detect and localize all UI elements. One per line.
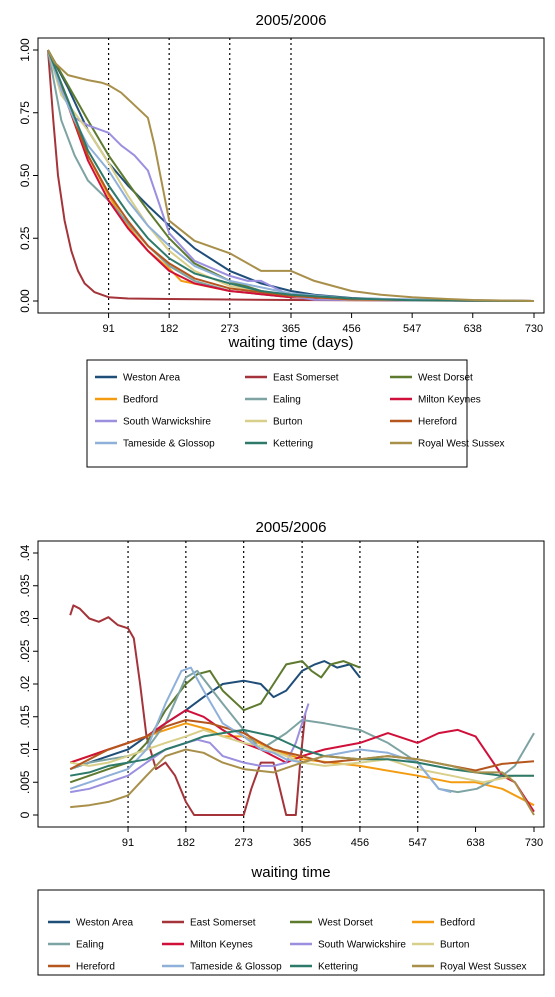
legend-label: West Dorset: [318, 918, 373, 929]
y-tick-label: 0.75: [18, 101, 32, 125]
legend-label: Burton: [440, 940, 469, 951]
y-tick-label: 0.25: [18, 226, 32, 250]
density-chart: 2005/2006 0 .005 .01 .015 .02 .025 .03 .035 .04 91…: [18, 519, 545, 976]
x-tick-label: 365: [293, 837, 311, 849]
y-tick-label: .01: [18, 741, 32, 758]
legend-label: Milton Keynes: [418, 395, 481, 406]
survival-chart: 2005/2006 0.00 0.25 0.50 0.75 1.00 91 182 273 365…: [18, 12, 545, 468]
chart-title: 2005/2006: [256, 519, 327, 536]
x-tick-label: 365: [282, 323, 300, 335]
series-line: [47, 49, 535, 302]
legend-label: Bedford: [440, 918, 475, 929]
x-tick-label: 273: [234, 837, 252, 849]
legend-label: Ealing: [76, 940, 104, 951]
legend-label: Burton: [273, 417, 302, 428]
series-line: [69, 660, 361, 771]
y-tick-label: 0: [18, 811, 32, 818]
x-tick-label: 273: [221, 323, 239, 335]
series-line: [47, 49, 535, 302]
legend-label: East Somerset: [273, 373, 339, 384]
x-tick-label: 547: [409, 837, 427, 849]
series-line: [47, 49, 535, 302]
legend-label: West Dorset: [418, 373, 473, 384]
y-tick-label: .04: [18, 544, 32, 561]
x-axis-label: waiting time (days): [227, 334, 353, 351]
x-tick-label: 638: [466, 837, 484, 849]
legend-label: Weston Area: [123, 373, 181, 384]
series-line: [47, 49, 535, 302]
legend-label: South Warwickshire: [318, 940, 406, 951]
x-axis-label: waiting time: [250, 864, 330, 881]
x-tick-label: 638: [464, 323, 482, 335]
survival-chart-panel: 2005/2006 0.00 0.25 0.50 0.75 1.00 91 182 273 365…: [0, 0, 555, 486]
y-tick-label: .02: [18, 675, 32, 692]
y-tick-label: .005: [18, 770, 32, 794]
y-tick-label: 0.50: [18, 163, 32, 187]
x-tick-label: 456: [342, 323, 360, 335]
y-tick-label: 1.00: [18, 38, 32, 62]
y-tick-label: .015: [18, 705, 32, 729]
legend-label: Milton Keynes: [190, 940, 253, 951]
density-chart-panel: 2005/2006 0 .005 .01 .015 .02 .025 .03 .035 .04 91…: [0, 506, 555, 992]
y-tick-label: .03: [18, 610, 32, 627]
y-tick-label: .035: [18, 574, 32, 598]
legend-label: Royal West Sussex: [440, 962, 527, 973]
legend-label: Ealing: [273, 395, 301, 406]
legend-label: Hereford: [418, 417, 457, 428]
x-tick-label: 456: [351, 837, 369, 849]
legend-label: Bedford: [123, 395, 158, 406]
legend-box: [37, 889, 545, 976]
x-tick-label: 182: [177, 837, 195, 849]
series-group: [69, 604, 535, 816]
series-line: [69, 666, 452, 794]
x-tick-label: 182: [160, 323, 178, 335]
legend-label: South Warwickshire: [123, 417, 211, 428]
legend-label: Tameside & Glossop: [123, 439, 215, 450]
series-line: [70, 728, 534, 784]
legend-label: East Somerset: [190, 918, 256, 929]
legend-label: Tameside & Glossop: [190, 962, 282, 973]
series-line: [70, 703, 310, 794]
legend-label: Weston Area: [76, 918, 134, 929]
legend-label: Hereford: [76, 962, 115, 973]
y-tick-label: .025: [18, 639, 32, 663]
series-line: [69, 660, 361, 784]
x-tick-label: 730: [525, 323, 543, 335]
legend-label: Kettering: [273, 439, 313, 450]
series-line: [70, 748, 535, 816]
series-line: [47, 49, 535, 302]
legend-label: Royal West Sussex: [418, 439, 505, 450]
x-tick-label: 730: [525, 837, 543, 849]
y-tick-label: 0.00: [18, 289, 32, 313]
legend-label: Kettering: [318, 962, 358, 973]
chart-title: 2005/2006: [256, 12, 327, 29]
x-tick-label: 91: [102, 323, 114, 335]
series-group: [47, 49, 535, 302]
series-line: [70, 728, 534, 777]
x-tick-label: 547: [403, 323, 421, 335]
x-tick-label: 91: [122, 837, 134, 849]
